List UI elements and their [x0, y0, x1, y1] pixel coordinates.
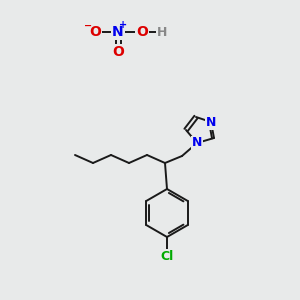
Text: O: O	[136, 25, 148, 39]
Text: N: N	[206, 116, 216, 128]
Text: −: −	[84, 21, 92, 31]
Text: H: H	[157, 26, 167, 38]
Text: O: O	[112, 45, 124, 59]
Text: O: O	[89, 25, 101, 39]
Text: N: N	[192, 136, 202, 149]
Text: Cl: Cl	[160, 250, 174, 262]
Text: N: N	[112, 25, 124, 39]
Text: +: +	[119, 20, 127, 30]
